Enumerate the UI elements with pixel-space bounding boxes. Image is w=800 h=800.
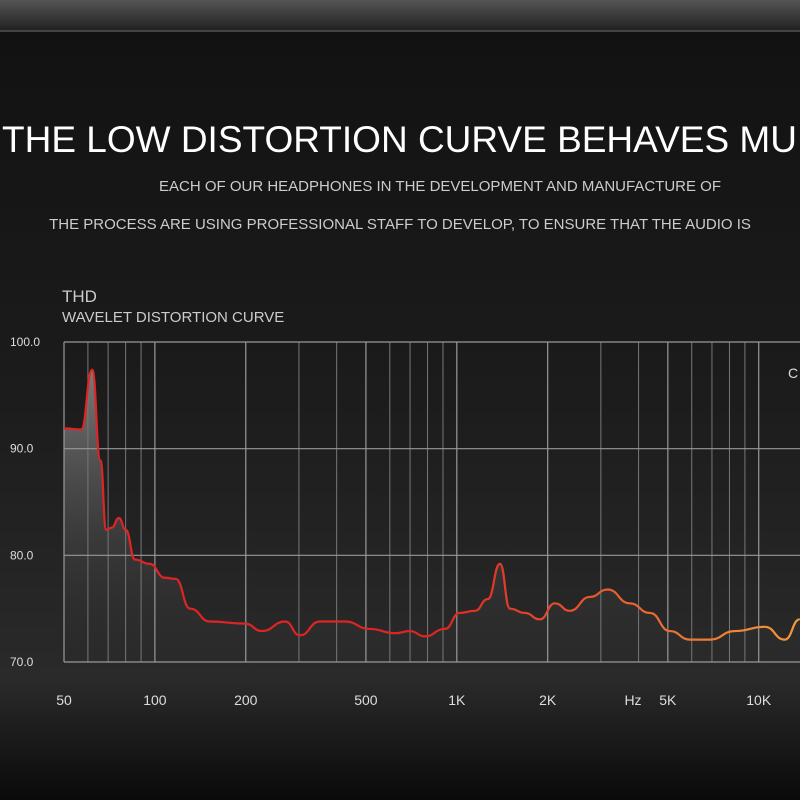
x-tick-label: 200 bbox=[234, 692, 258, 708]
y-tick-label: 100.0 bbox=[10, 335, 40, 349]
y-tick-label: 90.0 bbox=[10, 442, 34, 456]
intro-line: EACH OF OUR HEADPHONES IN THE DEVELOPMEN… bbox=[159, 178, 721, 195]
x-tick-label: 500 bbox=[354, 692, 378, 708]
annotation: C bbox=[788, 365, 798, 381]
x-tick-label: 10K bbox=[746, 692, 772, 708]
intro-line: THE PROCESS ARE USING PROFESSIONAL STAFF… bbox=[49, 216, 751, 233]
headline: THE LOW DISTORTION CURVE BEHAVES MULT bbox=[2, 119, 800, 160]
x-axis-label: Hz bbox=[624, 692, 641, 708]
chart-title: THD bbox=[62, 287, 97, 306]
area bbox=[64, 369, 800, 662]
x-tick-label: 2K bbox=[539, 692, 557, 708]
y-tick-label: 80.0 bbox=[10, 548, 34, 562]
x-tick-label: 1K bbox=[448, 692, 466, 708]
plot: 100.0 90.0 80.0 70.0 50 100 200 500 1K 2K 5K 10K bbox=[10, 335, 800, 708]
chart-subtitle: WAVELET DISTORTION CURVE bbox=[62, 309, 284, 326]
y-tick-label: 70.0 bbox=[10, 655, 34, 669]
x-tick-label: 5K bbox=[659, 692, 677, 708]
x-tick-label: 50 bbox=[56, 692, 72, 708]
x-tick-label: 100 bbox=[143, 692, 167, 708]
curve bbox=[63, 368, 800, 641]
top-banner bbox=[0, 0, 800, 30]
